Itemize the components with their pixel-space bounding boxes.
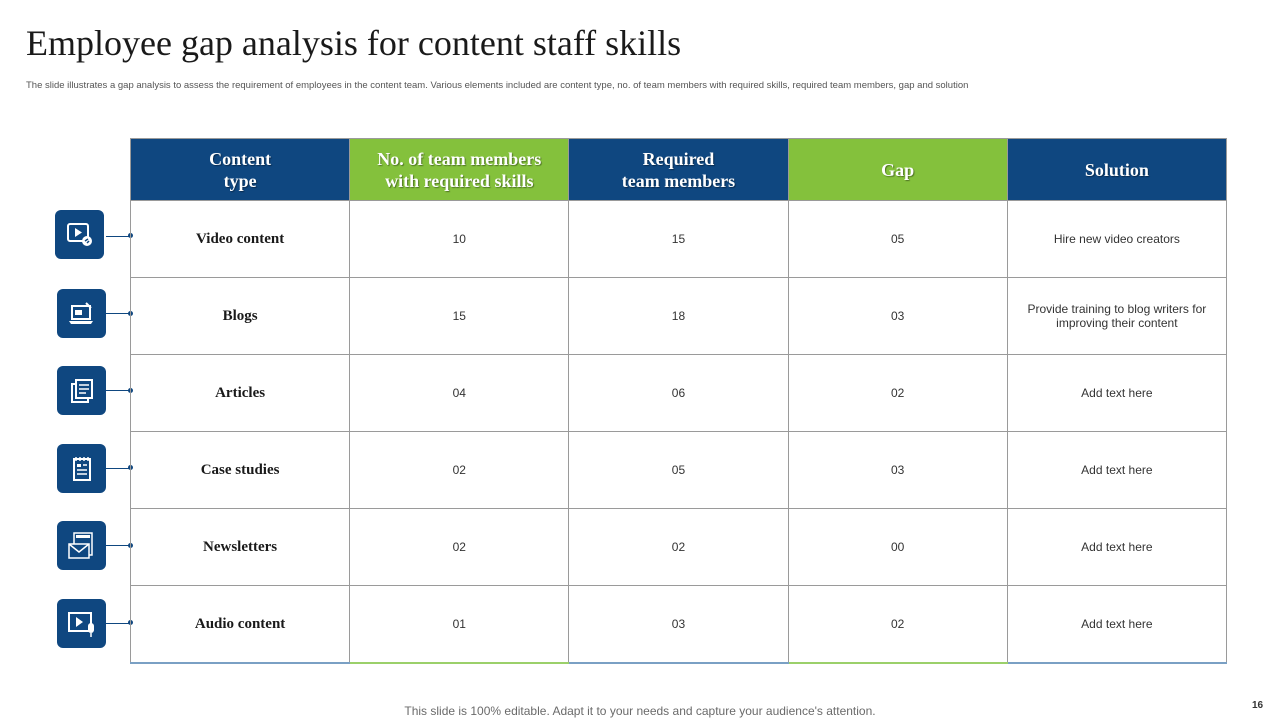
header-content-type: Content type [129,138,351,201]
required-members-cell: 15 [568,200,789,278]
article-document-icon [57,366,106,415]
gap-cell: 00 [787,508,1008,586]
header-gap: Gap [787,138,1008,201]
table-row: Newsletters 02 02 00 Add text here [129,508,1228,586]
required-members-cell: 02 [568,508,789,586]
header-solution: Solution [1006,138,1228,201]
header-required-team-members: Required team members [568,138,789,201]
gap-cell: 03 [787,277,1008,355]
audio-microphone-icon [57,599,106,648]
required-members-cell: 05 [568,431,789,509]
solution-cell: Hire new video creators [1006,200,1228,278]
solution-cell: Provide training to blog writers for imp… [1006,277,1228,355]
connector-line [106,313,130,314]
connector-line [106,545,130,546]
slide-subtitle: The slide illustrates a gap analysis to … [26,80,969,91]
footer-note: This slide is 100% editable. Adapt it to… [404,704,876,718]
table-header-row: Content type No. of team members with re… [129,138,1228,201]
required-members-cell: 18 [568,277,789,355]
page-number: 16 [1252,700,1264,711]
required-members-cell: 06 [568,354,789,432]
gap-cell: 05 [787,200,1008,278]
solution-cell: Add text here [1006,585,1228,664]
members-with-skills-cell: 02 [349,431,570,509]
content-type-cell: Newsletters [129,508,351,586]
gap-cell: 03 [787,431,1008,509]
content-type-cell: Case studies [129,431,351,509]
table-row: Video content 10 15 05 Hire new video cr… [129,200,1228,278]
case-study-notepad-icon [57,444,106,493]
blog-laptop-icon [57,289,106,338]
members-with-skills-cell: 01 [349,585,570,664]
content-type-cell: Audio content [129,585,351,664]
header-team-members-with-skills: No. of team members with required skills [349,138,570,201]
newsletter-envelope-icon [57,521,106,570]
members-with-skills-cell: 04 [349,354,570,432]
content-type-cell: Articles [129,354,351,432]
connector-line [106,390,130,391]
members-with-skills-cell: 15 [349,277,570,355]
gap-cell: 02 [787,354,1008,432]
solution-cell: Add text here [1006,508,1228,586]
gap-analysis-table: Content type No. of team members with re… [129,138,1228,664]
table-row: Articles 04 06 02 Add text here [129,354,1228,432]
solution-cell: Add text here [1006,354,1228,432]
slide-title: Employee gap analysis for content staff … [26,23,682,63]
solution-cell: Add text here [1006,431,1228,509]
table-row: Blogs 15 18 03 Provide training to blog … [129,277,1228,355]
connector-line [106,623,130,624]
video-play-icon [55,210,104,259]
table-row: Audio content 01 03 02 Add text here [129,585,1228,664]
table-row: Case studies 02 05 03 Add text here [129,431,1228,509]
content-type-cell: Blogs [129,277,351,355]
content-type-cell: Video content [129,200,351,278]
required-members-cell: 03 [568,585,789,664]
connector-line [106,468,130,469]
members-with-skills-cell: 02 [349,508,570,586]
members-with-skills-cell: 10 [349,200,570,278]
connector-line [106,236,130,237]
gap-cell: 02 [787,585,1008,664]
